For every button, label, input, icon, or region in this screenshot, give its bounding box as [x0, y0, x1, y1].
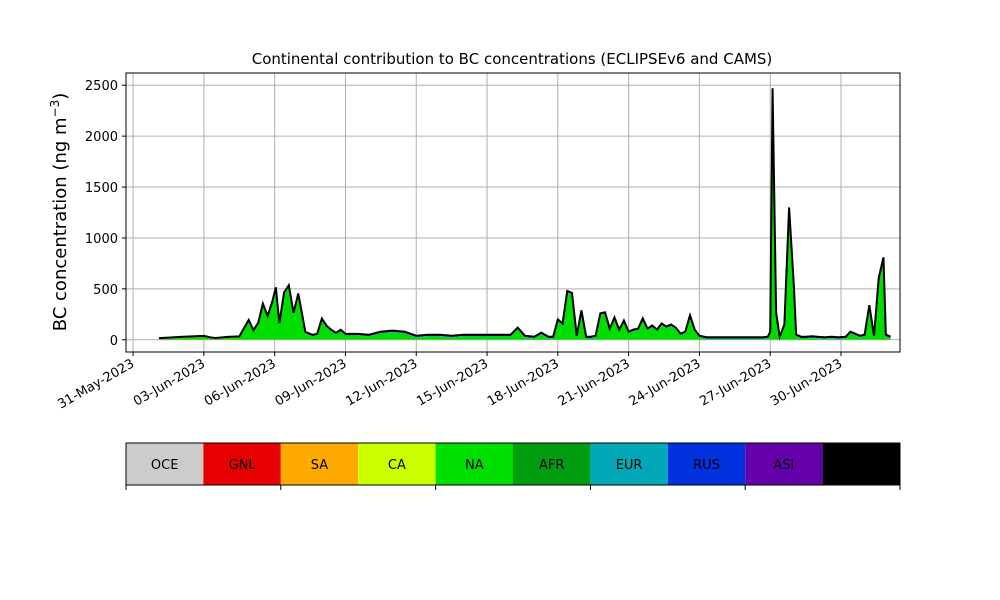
legend-label-oce: OCE	[151, 458, 179, 473]
legend-label-gnl: GNL	[229, 458, 257, 473]
x-tick-label: 27-Jun-2023	[697, 356, 774, 409]
y-axis-label-main: BC concentration (ng m	[50, 117, 71, 331]
y-axis-label: BC concentration (ng m−3)	[48, 93, 71, 332]
legend-swatch-aus	[822, 443, 900, 485]
y-axis-ticks: 0 500 1000 1500 2000 2500	[85, 79, 126, 349]
legend-swatch-asi	[745, 443, 823, 485]
legend-swatch-oce	[126, 443, 204, 485]
legend-swatch-afr	[513, 443, 591, 485]
legend-label-afr: AFR	[539, 458, 564, 473]
chart-title: Continental contribution to BC concentra…	[252, 50, 773, 68]
legend-label-asi: ASI	[773, 458, 794, 473]
legend-swatch-eur	[590, 443, 668, 485]
grid	[126, 73, 900, 352]
legend-frame	[125, 442, 901, 486]
x-tick-label: 09-Jun-2023	[273, 356, 350, 409]
x-tick-label: 30-Jun-2023	[768, 356, 845, 409]
legend-swatch-rus	[667, 443, 746, 485]
plot-frame	[125, 72, 901, 353]
area-plot	[158, 88, 891, 341]
legend-label-na: NA	[465, 458, 484, 473]
legend-label-sa: SA	[311, 458, 328, 473]
legend-label-eur: EUR	[616, 458, 643, 473]
legend-swatch-ca	[358, 443, 436, 485]
x-axis-ticks: 31-May-202303-Jun-202306-Jun-202309-Jun-…	[55, 352, 845, 412]
y-tick-label: 500	[93, 283, 118, 298]
area-series-na	[159, 90, 891, 340]
y-tick-label: 1000	[85, 232, 118, 247]
y-tick-label: 2000	[85, 130, 118, 145]
x-tick-label: 18-Jun-2023	[485, 356, 562, 409]
area-series-rus	[159, 88, 891, 339]
area-series-asi	[159, 88, 891, 339]
legend-label-rus: RUS	[693, 458, 720, 473]
y-tick-label: 2500	[85, 79, 118, 94]
x-tick-label: 12-Jun-2023	[343, 356, 420, 409]
x-tick-label: 15-Jun-2023	[414, 356, 491, 409]
legend-label-aus: AUS	[848, 458, 875, 473]
y-axis-label-close: )	[50, 93, 71, 100]
x-tick-label: 21-Jun-2023	[556, 356, 633, 409]
x-tick-label: 06-Jun-2023	[202, 356, 279, 409]
legend-swatch-na	[435, 443, 513, 485]
x-tick-label: 31-May-2023	[55, 356, 137, 412]
total-outline	[158, 88, 891, 341]
colorbar-legend: OCE GNL SA CA NA AFR EUR RUS ASI AUS	[125, 442, 901, 490]
y-tick-label: 1500	[85, 181, 118, 196]
x-tick-label: 03-Jun-2023	[131, 356, 208, 409]
legend-swatch-sa	[280, 443, 359, 485]
x-tick-label: 24-Jun-2023	[627, 356, 704, 409]
legend-swatch-gnl	[203, 443, 281, 485]
legend-label-ca: CA	[388, 458, 406, 473]
area-series-eur	[159, 89, 891, 340]
y-tick-label: 0	[110, 334, 118, 349]
y-axis-label-sup: −3	[48, 100, 62, 118]
